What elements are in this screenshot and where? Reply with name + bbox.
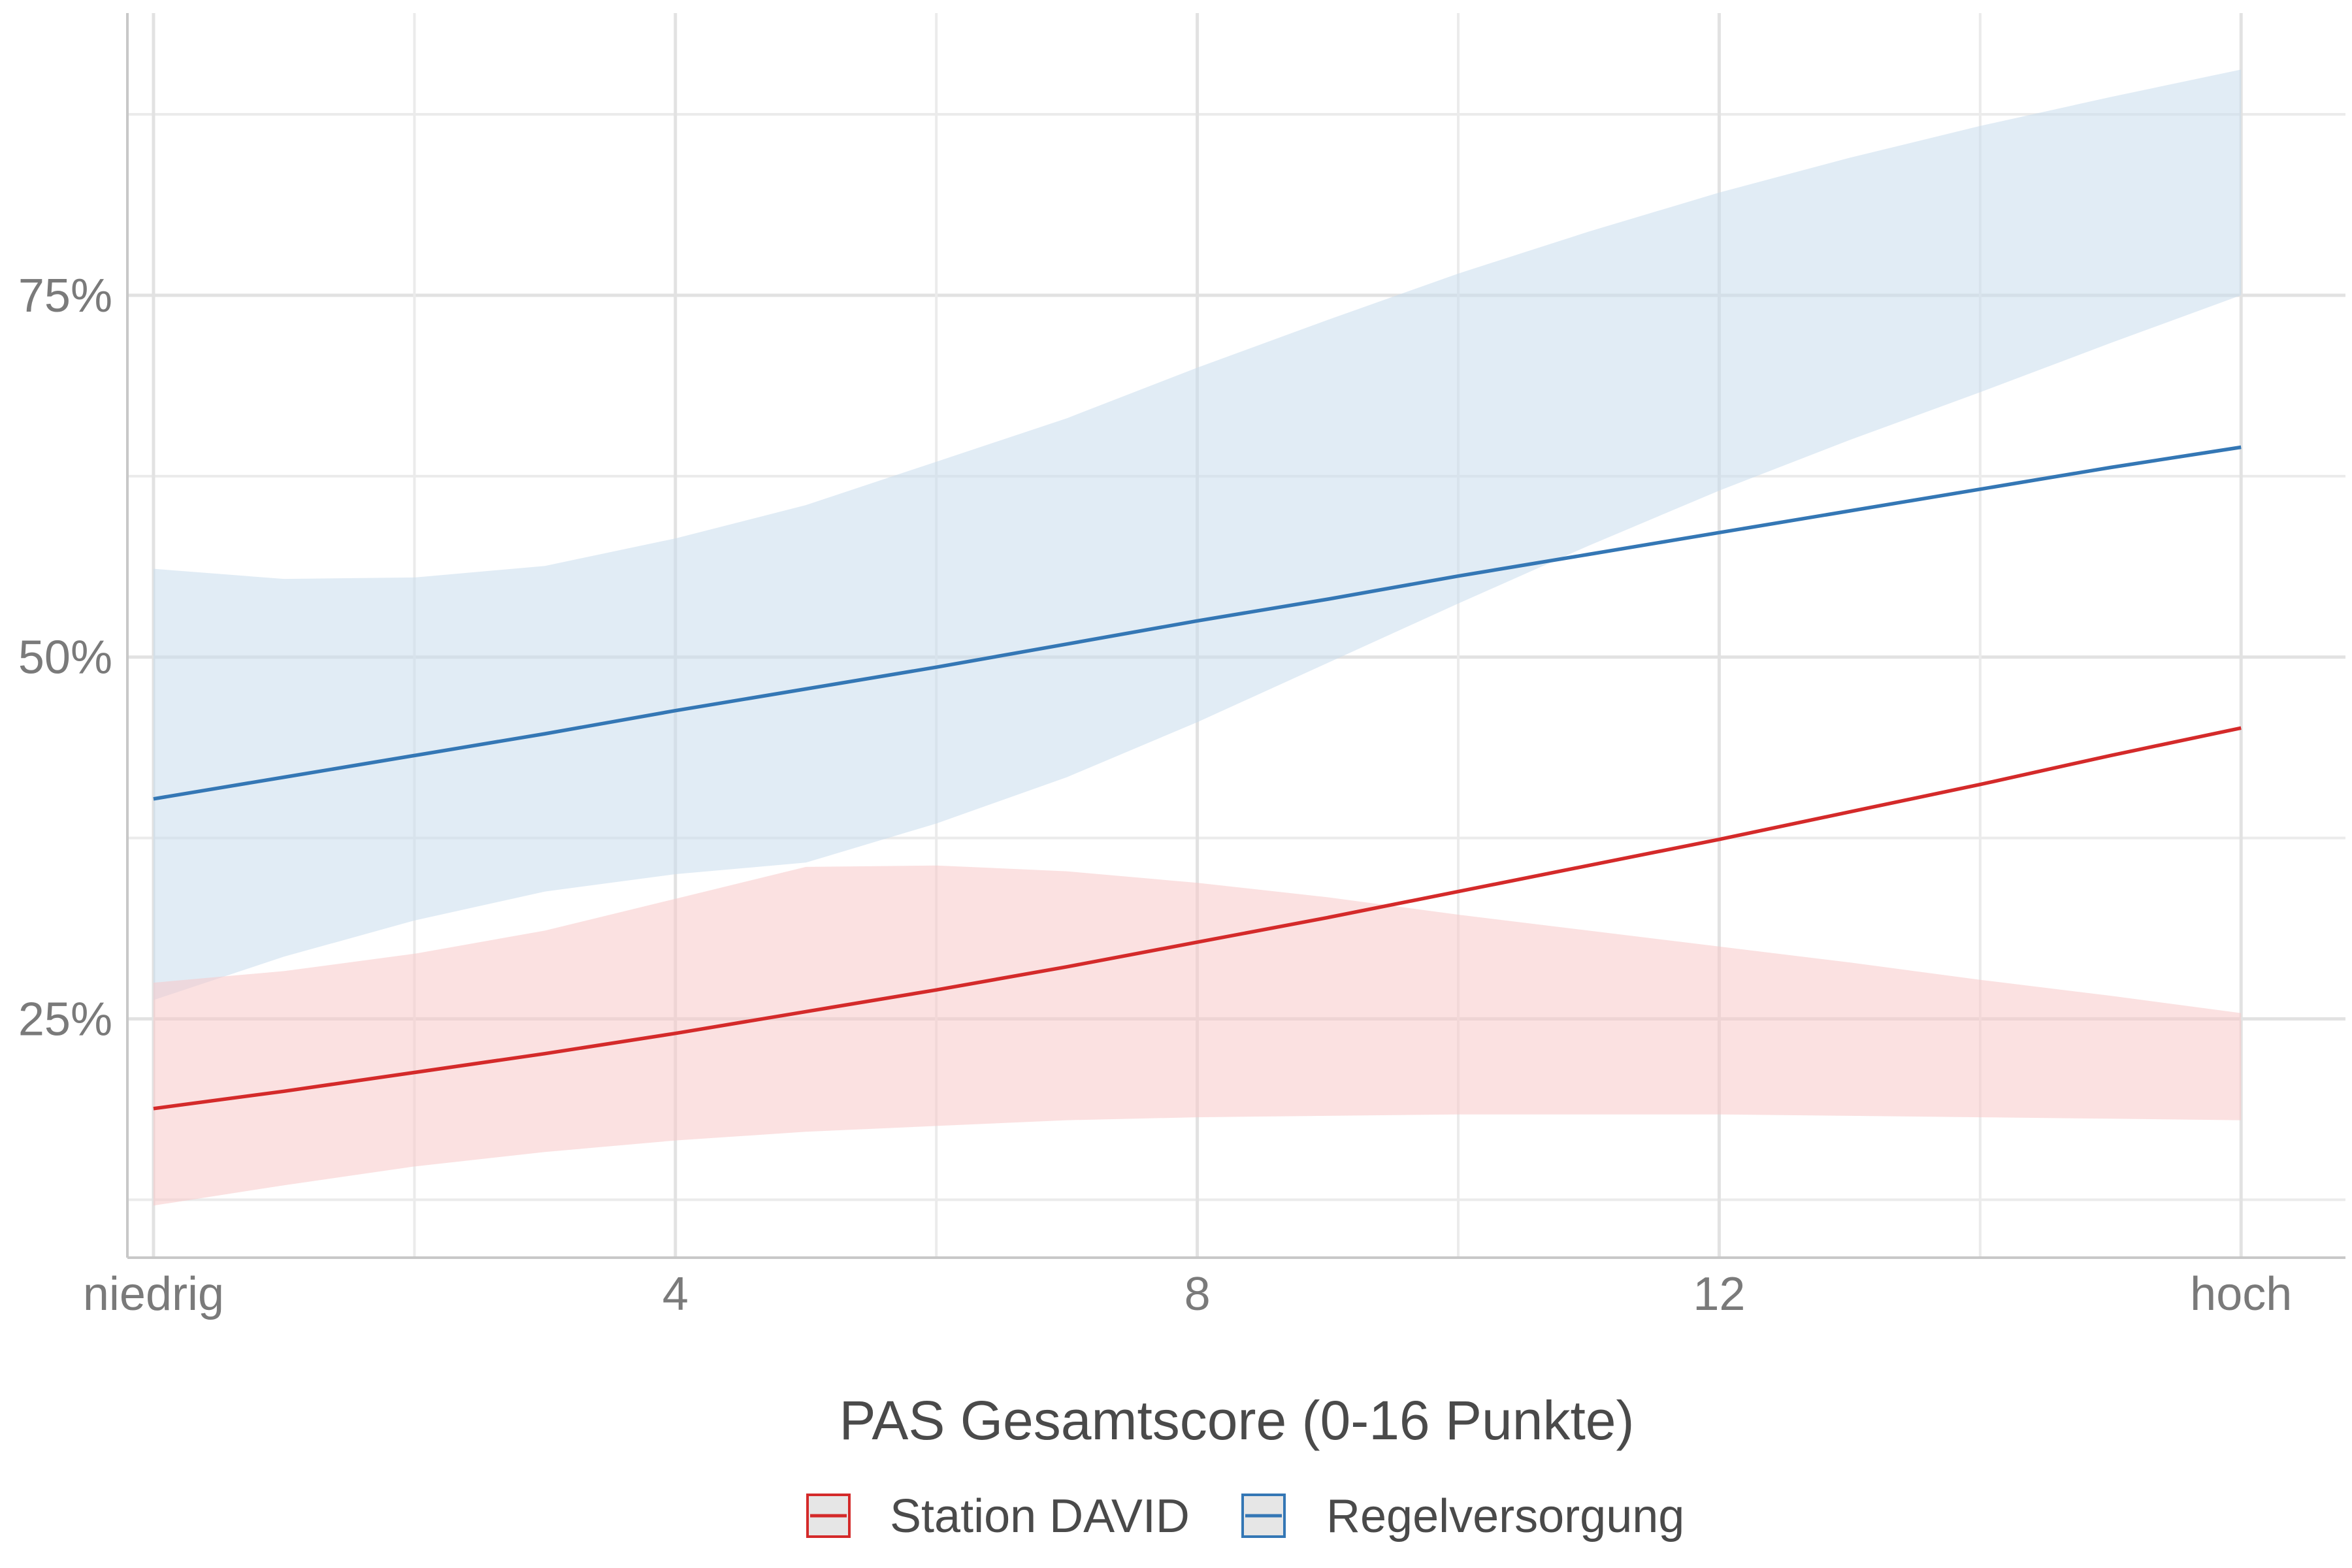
x-tick-labels: niedrig 4 8 12 hoch (83, 1268, 2292, 1320)
series-lines (153, 445, 2242, 1111)
confidence-band (153, 865, 2242, 1206)
legend-item: Regelversorgung (1241, 1490, 1684, 1543)
x-tick-label: 4 (662, 1268, 689, 1320)
x-tick-label: 12 (1693, 1268, 1745, 1320)
axes (126, 13, 2345, 1259)
y-tick-label: 25% (18, 994, 112, 1046)
x-tick-label: 8 (1184, 1268, 1211, 1320)
legend-item: Station DAVID (806, 1490, 1190, 1543)
x-tick-label: niedrig (83, 1268, 224, 1320)
confidence-bands (153, 69, 2242, 1206)
series-line (153, 726, 2242, 1111)
legend-label: Regelversorgung (1326, 1490, 1684, 1543)
legend: Station DAVID Regelversorgung (806, 1490, 1684, 1543)
y-tick-labels: 25% 50% 75% (18, 270, 112, 1046)
legend-label: Station DAVID (890, 1490, 1190, 1543)
series-line (153, 445, 2242, 801)
y-tick-label: 50% (18, 632, 112, 684)
x-axis-title: PAS Gesamtscore (0-16 Punkte) (840, 1390, 1635, 1451)
y-tick-label: 75% (18, 270, 112, 322)
x-tick-label: hoch (2190, 1268, 2292, 1320)
confidence-band (153, 69, 2242, 1000)
